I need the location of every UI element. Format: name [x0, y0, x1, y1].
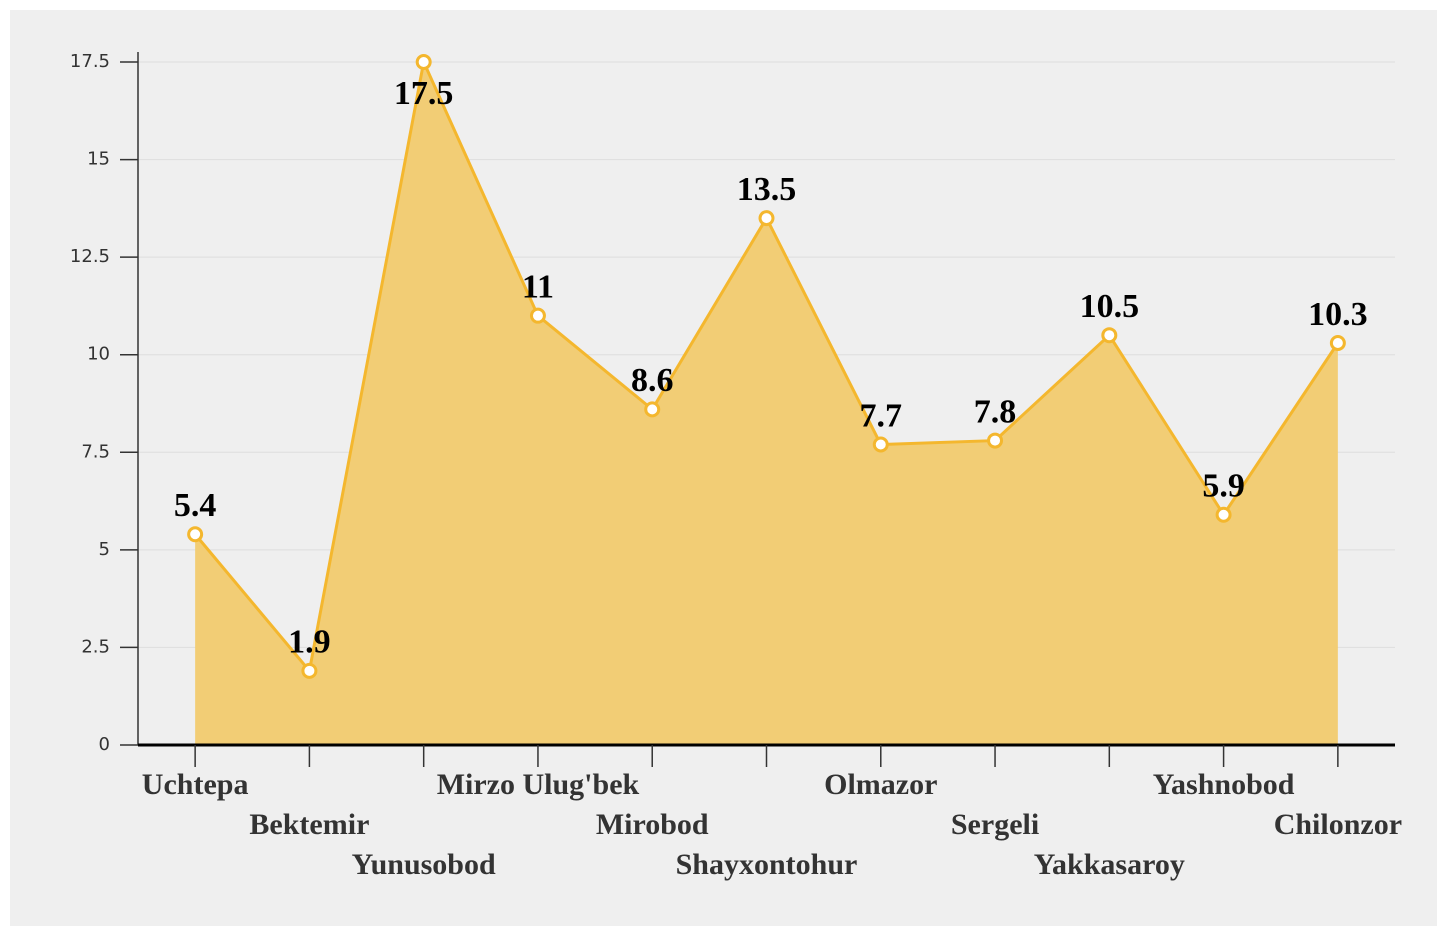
point: [987, 432, 1004, 449]
point: [644, 401, 661, 418]
y-tick-label: 12.5: [70, 246, 110, 267]
point: [415, 54, 432, 70]
y-tick-label: 5: [99, 539, 110, 560]
x-tick-label: Yashnobod: [1153, 768, 1295, 801]
value-label: 13.5: [737, 171, 797, 208]
point: [529, 307, 546, 324]
point: [187, 526, 204, 543]
x-tick-label: Mirobod: [596, 808, 709, 841]
value-label: 1.9: [288, 624, 331, 661]
point: [1101, 327, 1118, 344]
value-label: 7.8: [974, 393, 1017, 430]
y-tick-label: 15: [87, 149, 110, 170]
point: [301, 662, 318, 679]
value-label: 7.7: [860, 397, 903, 434]
y-tick-label: 17.5: [70, 51, 110, 72]
y-tick-label: 2.5: [81, 636, 110, 657]
x-tick-label: Sergeli: [951, 808, 1039, 841]
y-tick-label: 10: [87, 344, 110, 365]
area: [195, 62, 1338, 745]
value-label: 10.5: [1080, 288, 1140, 325]
x-tick-label: Mirzo Ulug'bek: [437, 768, 640, 801]
x-tick-label: Shayxontohur: [676, 848, 858, 881]
value-label: 8.6: [631, 362, 674, 399]
point: [1215, 506, 1232, 523]
x-tick-label: Yunusobod: [352, 848, 496, 881]
value-label: 11: [522, 268, 554, 305]
value-label: 10.3: [1308, 296, 1368, 333]
x-tick-label: Uchtepa: [142, 768, 249, 801]
value-label: 5.9: [1202, 468, 1245, 505]
x-tick-label: Yakkasaroy: [1034, 848, 1185, 881]
x-tick-label: Olmazor: [824, 768, 937, 801]
x-tick-label: Chilonzor: [1274, 808, 1402, 841]
value-label: 17.5: [394, 75, 454, 112]
x-tick-label: Bektemir: [249, 808, 369, 841]
y-tick-label: 7.5: [81, 441, 110, 462]
point: [872, 436, 889, 453]
point: [1329, 335, 1346, 352]
point: [758, 210, 775, 227]
y-tick-label: 0: [99, 734, 110, 755]
value-label: 5.4: [174, 487, 217, 524]
